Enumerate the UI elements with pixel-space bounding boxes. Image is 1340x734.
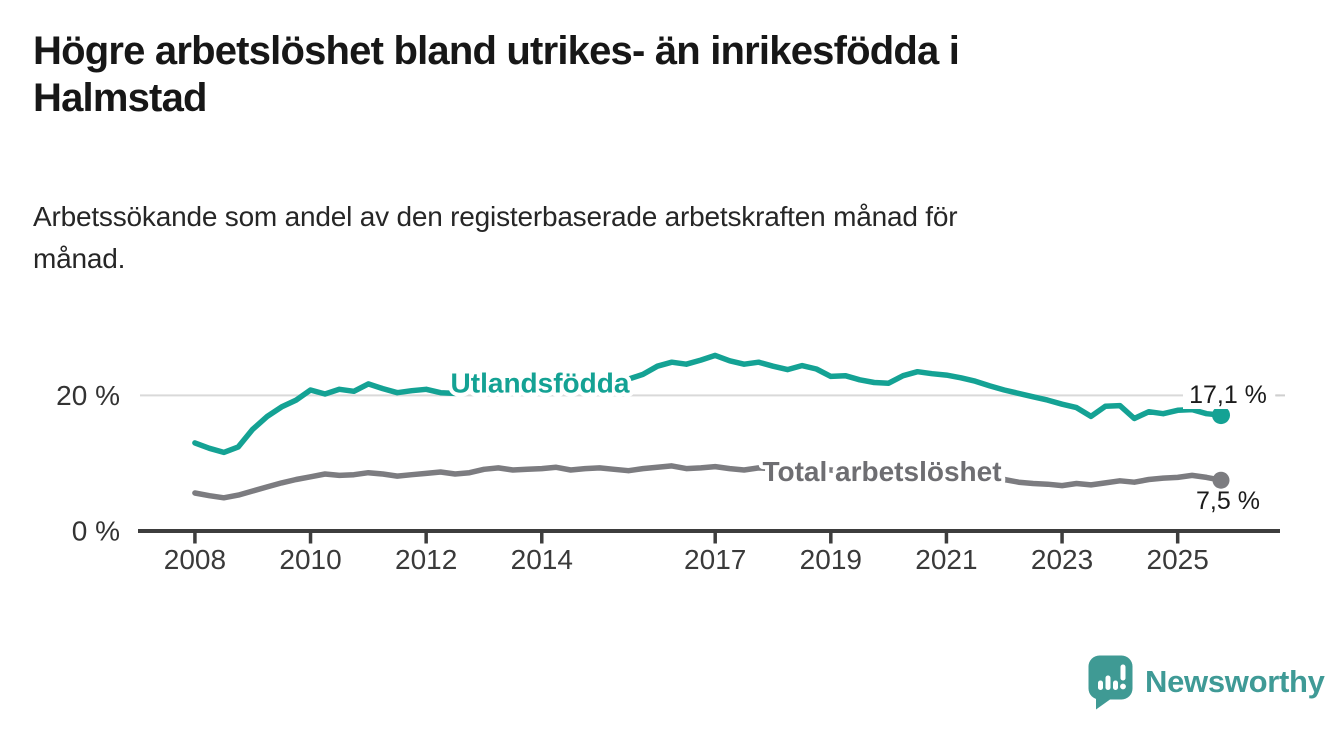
x-axis-tick-label-2008: 2008 [164,544,226,575]
newsworthy-logo-text: Newsworthy [1145,664,1325,699]
end-label-halo [1183,379,1275,409]
x-axis-tick-label-2021: 2021 [915,544,977,575]
x-axis-tick-label-2023: 2023 [1031,544,1093,575]
x-axis-tick-label-2012: 2012 [395,544,457,575]
total-series-label: Total arbetslöshet [762,456,1001,487]
x-axis-tick-label-2017: 2017 [684,544,746,575]
y-axis-label-0: 0 % [72,516,120,547]
x-axis-tick-label-2025: 2025 [1147,544,1209,575]
x-axis-ticks: 2008 2010 2012 2014 2017 2019 2021 2023 2025 [164,531,1209,575]
utlandsfodda-end-value-label: 17,1 % [1189,381,1267,409]
page-title-line-1: Högre arbetslöshet bland utrikes- än inr… [33,29,960,73]
x-axis-tick-label-2019: 2019 [800,544,862,575]
newsworthy-logo[interactable]: Newsworthy [1087,654,1325,710]
unemployment-chart: Utlandsfödda Total arbetslöshet 17,1 % 7… [56,352,1292,575]
page-subtitle-line-2: månad. [33,243,126,274]
series-layer [192,352,1230,501]
x-axis-tick-label-2014: 2014 [511,544,573,575]
page-subtitle: Arbetssökande som andel av den registerb… [33,196,958,280]
total-arbetsloshet-line [192,463,1224,501]
total-arbetsloshet-end-dot [1212,471,1230,489]
utlandsfodda-end-dot [1212,406,1230,425]
x-axis-tick-label-2010: 2010 [279,544,341,575]
y-axis-label-20: 20 % [56,380,120,411]
page-subtitle-line-1: Arbetssökande som andel av den registerb… [33,201,958,232]
page-title: Högre arbetslöshet bland utrikes- än inr… [33,28,960,122]
page-title-line-2: Halmstad [33,76,207,120]
total-end-value-label: 7,5 % [1196,487,1260,515]
speech-bubble-bar-chart-icon [1088,655,1133,710]
utlandsfodda-series-label: Utlandsfödda [451,368,630,399]
utlandsfodda-line [192,352,1224,456]
